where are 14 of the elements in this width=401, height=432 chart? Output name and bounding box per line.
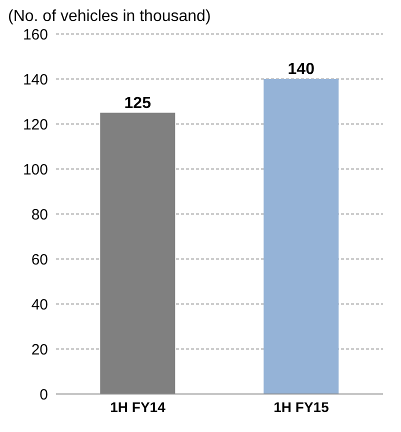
y-tick-label: 80 (31, 206, 48, 224)
data-label: 140 (288, 61, 315, 78)
data-label: 125 (124, 94, 152, 112)
y-axis-title: (No. of vehicles in thousand) (8, 8, 212, 26)
y-tick-label: 40 (31, 296, 48, 314)
y-tick-label: 160 (22, 26, 48, 44)
x-tick-label: 1H FY14 (110, 398, 166, 415)
y-tick-label: 140 (22, 71, 48, 88)
y-tick-label: 100 (22, 161, 48, 178)
y-tick-label: 120 (22, 116, 48, 134)
x-tick-label: 1H FY15 (274, 398, 330, 415)
y-tick-label: 0 (40, 386, 48, 404)
y-tick-label: 20 (31, 341, 48, 358)
y-tick-label: 60 (31, 251, 48, 268)
